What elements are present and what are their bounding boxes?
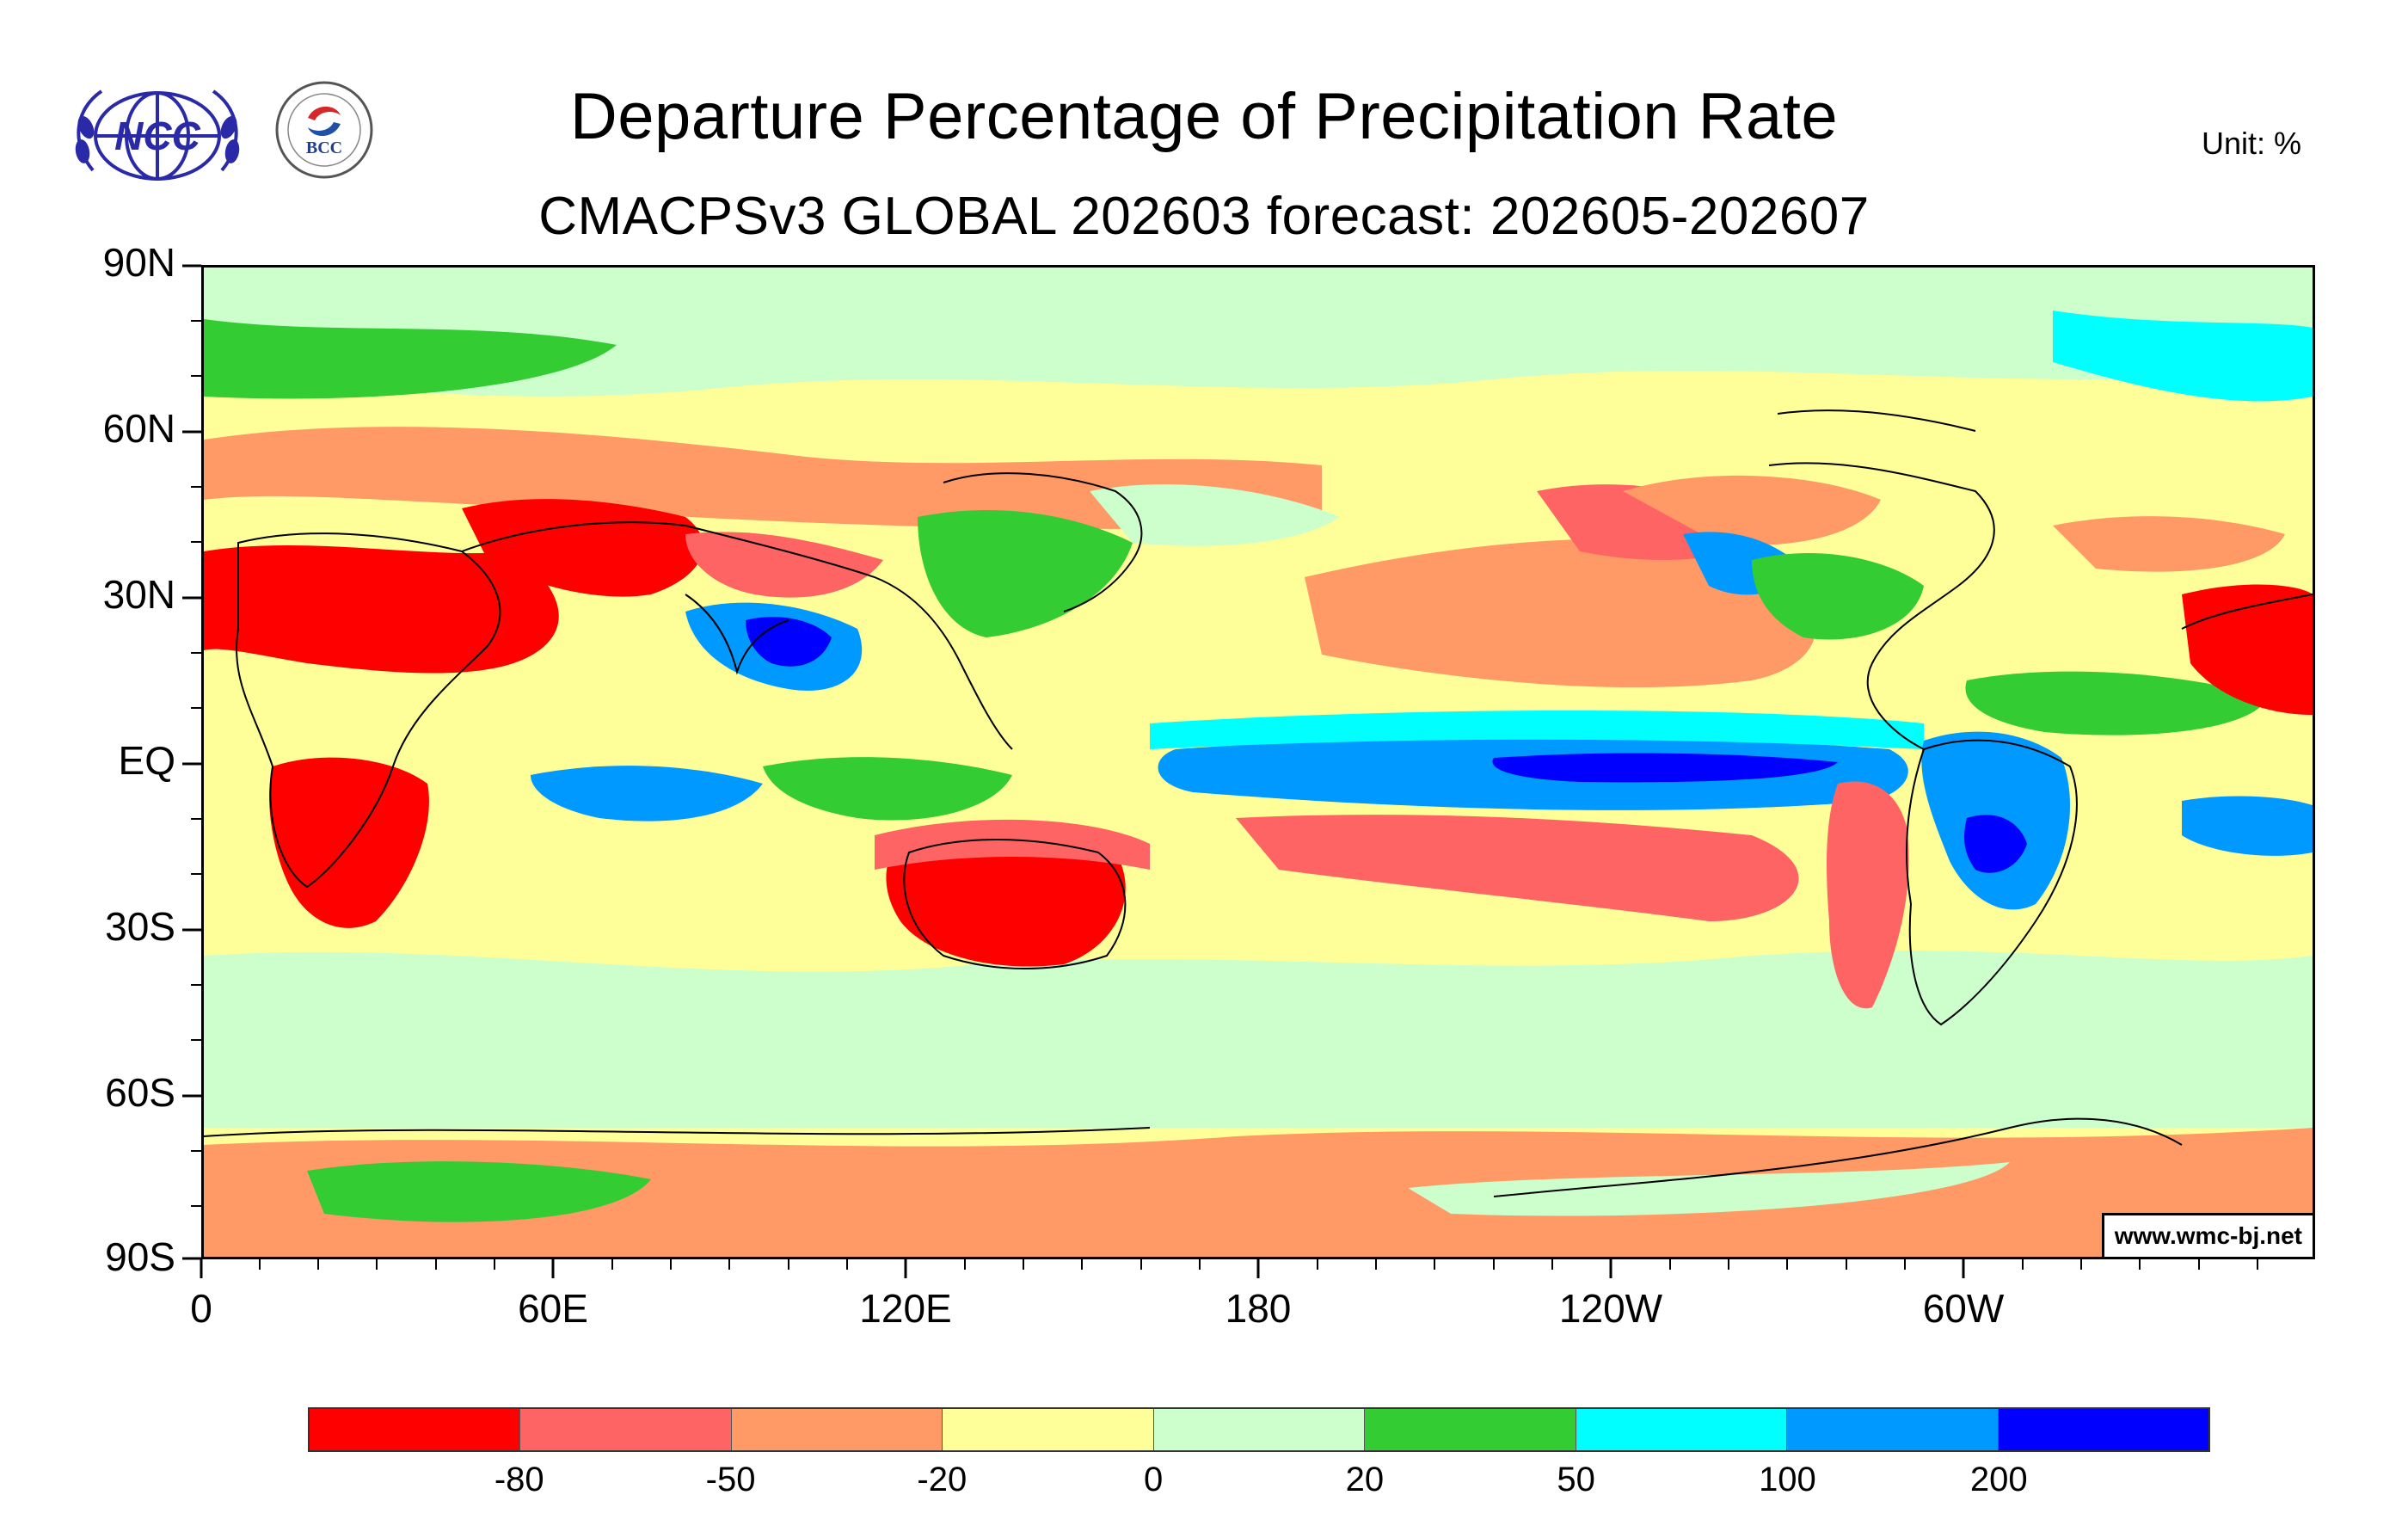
colorbar-tick-label: 50 — [1557, 1461, 1595, 1498]
precipitation-field — [204, 268, 2313, 1257]
colorbar-segment — [310, 1409, 521, 1450]
colorbar-tick-label: -20 — [917, 1461, 968, 1498]
page-subtitle: CMACPSv3 GLOBAL 202603 forecast: 202605-… — [538, 187, 1870, 246]
colorbar-tick-label: 20 — [1345, 1461, 1385, 1498]
colorbar-tick-label: 100 — [1759, 1461, 1816, 1498]
lat-label-90s: 90S — [105, 1234, 175, 1279]
colorbar-segment — [520, 1409, 732, 1450]
colorbar-segment — [731, 1409, 943, 1450]
bcc-logo: BCC — [273, 79, 375, 181]
colorbar-segment — [1998, 1409, 2208, 1450]
lat-label-60s: 60S — [105, 1070, 175, 1115]
lon-label-180: 180 — [1225, 1286, 1292, 1331]
colorbar-tick-label: -50 — [705, 1461, 756, 1498]
colorbar-segment — [1787, 1409, 1999, 1450]
lon-label-120w: 120W — [1558, 1286, 1663, 1331]
credit-label: www.wmc-bj.net — [2101, 1213, 2313, 1257]
colorbar-tick-label: -80 — [494, 1461, 544, 1498]
colorbar-segment — [1576, 1409, 1788, 1450]
precipitation-map: www.wmc-bj.net — [201, 265, 2315, 1259]
lat-label-30s: 30S — [105, 904, 175, 949]
ncc-logo-text: NCC — [114, 114, 200, 158]
ncc-globe-logo-icon: NCC — [75, 89, 240, 181]
unit-label: Unit: % — [2202, 126, 2302, 161]
lat-label-eq: EQ — [118, 738, 175, 783]
lon-label-120e: 120E — [859, 1286, 952, 1331]
colorbar-tick-label: 200 — [1969, 1461, 2028, 1498]
colorbar-segment — [943, 1409, 1154, 1450]
page-title: Departure Percentage of Precipitation Ra… — [569, 80, 1839, 153]
lat-label-60n: 60N — [102, 406, 175, 451]
colorbar-tick-label: 0 — [1143, 1461, 1164, 1498]
lat-label-90n: 90N — [102, 240, 175, 285]
ncc-logo: NCC — [67, 76, 248, 192]
lon-label-0: 0 — [190, 1286, 212, 1331]
colorbar-segment — [1153, 1409, 1366, 1450]
colorbar-segment — [1365, 1409, 1576, 1450]
bcc-logo-text: BCC — [306, 138, 342, 157]
colorbar — [308, 1407, 2210, 1452]
lon-label-60e: 60E — [518, 1286, 588, 1331]
bcc-emblem-logo-icon: BCC — [275, 81, 373, 179]
coastlines — [204, 409, 2313, 1197]
lat-label-30n: 30N — [102, 572, 175, 617]
lon-label-60w: 60W — [1922, 1286, 2005, 1331]
